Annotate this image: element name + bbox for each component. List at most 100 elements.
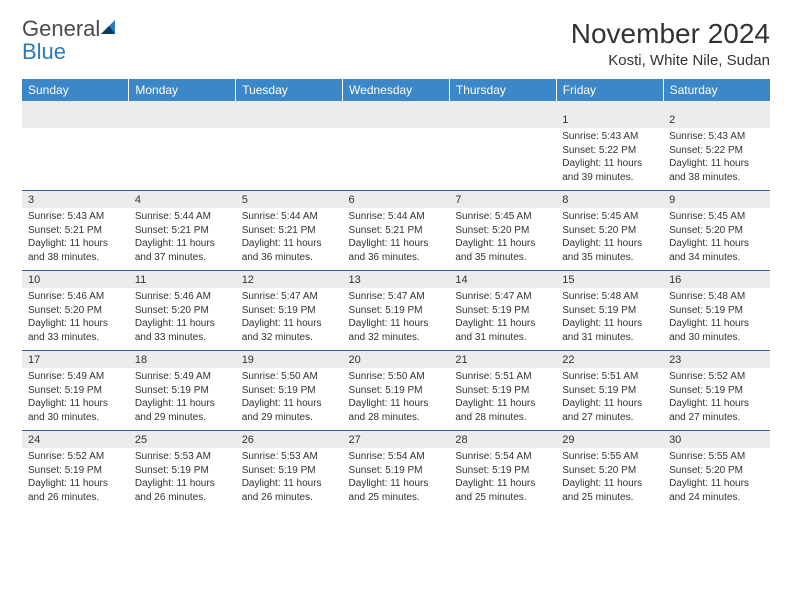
day-info-line: Sunset: 5:19 PM [28,384,123,398]
day-info-line: Sunrise: 5:53 AM [242,450,337,464]
day-number-cell: 18 [129,351,236,369]
day-info-line: and 39 minutes. [562,171,657,185]
day-info-line: Sunrise: 5:52 AM [28,450,123,464]
day-info-line: Sunset: 5:19 PM [455,384,550,398]
content-row: Sunrise: 5:52 AMSunset: 5:19 PMDaylight:… [22,448,770,510]
day-info-line: Daylight: 11 hours [669,157,764,171]
day-info-line: Sunset: 5:19 PM [455,464,550,478]
day-content-cell: Sunrise: 5:49 AMSunset: 5:19 PMDaylight:… [129,368,236,431]
day-info-line: Sunset: 5:19 PM [28,464,123,478]
date-row: 17181920212223 [22,351,770,369]
day-content-cell: Sunrise: 5:52 AMSunset: 5:19 PMDaylight:… [22,448,129,510]
day-content-cell: Sunrise: 5:43 AMSunset: 5:21 PMDaylight:… [22,208,129,271]
day-info-line: Sunrise: 5:45 AM [455,210,550,224]
day-content-cell: Sunrise: 5:44 AMSunset: 5:21 PMDaylight:… [129,208,236,271]
day-number-cell [236,111,343,128]
day-info-line: Daylight: 11 hours [242,397,337,411]
day-info-line: Sunrise: 5:49 AM [135,370,230,384]
day-number-cell: 27 [343,431,450,449]
day-info-line: and 30 minutes. [28,411,123,425]
day-content-cell: Sunrise: 5:47 AMSunset: 5:19 PMDaylight:… [449,288,556,351]
day-info-line: Sunrise: 5:54 AM [349,450,444,464]
date-row: 24252627282930 [22,431,770,449]
day-info-line: Daylight: 11 hours [562,157,657,171]
day-info-line: and 32 minutes. [349,331,444,345]
logo: General Blue [22,18,121,64]
day-info-line: Daylight: 11 hours [455,237,550,251]
day-info-line: Sunrise: 5:53 AM [135,450,230,464]
logo-text-general: General [22,16,100,41]
day-content-cell: Sunrise: 5:54 AMSunset: 5:19 PMDaylight:… [449,448,556,510]
day-number-cell: 15 [556,271,663,289]
day-content-cell: Sunrise: 5:53 AMSunset: 5:19 PMDaylight:… [236,448,343,510]
day-content-cell: Sunrise: 5:50 AMSunset: 5:19 PMDaylight:… [236,368,343,431]
day-content-cell: Sunrise: 5:51 AMSunset: 5:19 PMDaylight:… [449,368,556,431]
weekday-header: Saturday [663,79,770,101]
day-number-cell: 21 [449,351,556,369]
day-number-cell: 11 [129,271,236,289]
day-info-line: Sunrise: 5:43 AM [28,210,123,224]
day-number-cell: 8 [556,191,663,209]
day-content-cell: Sunrise: 5:49 AMSunset: 5:19 PMDaylight:… [22,368,129,431]
day-info-line: Daylight: 11 hours [28,477,123,491]
day-number-cell: 2 [663,111,770,128]
day-info-line: and 27 minutes. [669,411,764,425]
day-content-cell: Sunrise: 5:51 AMSunset: 5:19 PMDaylight:… [556,368,663,431]
day-info-line: Sunrise: 5:49 AM [28,370,123,384]
day-info-line: Sunrise: 5:51 AM [455,370,550,384]
day-number-cell: 25 [129,431,236,449]
logo-text-blue: Blue [22,39,66,64]
day-info-line: Sunrise: 5:43 AM [562,130,657,144]
day-info-line: and 24 minutes. [669,491,764,505]
day-content-cell: Sunrise: 5:50 AMSunset: 5:19 PMDaylight:… [343,368,450,431]
day-info-line: and 35 minutes. [562,251,657,265]
day-info-line: Sunrise: 5:44 AM [242,210,337,224]
day-info-line: Sunrise: 5:48 AM [669,290,764,304]
day-info-line: Daylight: 11 hours [669,237,764,251]
day-number-cell: 17 [22,351,129,369]
day-info-line: and 26 minutes. [242,491,337,505]
day-info-line: Sunrise: 5:46 AM [135,290,230,304]
day-info-line: Sunset: 5:19 PM [242,384,337,398]
day-info-line: and 35 minutes. [455,251,550,265]
day-info-line: Daylight: 11 hours [455,477,550,491]
day-info-line: and 26 minutes. [28,491,123,505]
day-info-line: Daylight: 11 hours [669,477,764,491]
day-info-line: and 27 minutes. [562,411,657,425]
day-number-cell: 1 [556,111,663,128]
day-number-cell [343,111,450,128]
page: General Blue November 2024 Kosti, White … [0,0,792,528]
day-number-cell: 23 [663,351,770,369]
day-info-line: Daylight: 11 hours [562,237,657,251]
day-number-cell: 4 [129,191,236,209]
day-info-line: Sunset: 5:19 PM [242,304,337,318]
day-info-line: Sunrise: 5:50 AM [242,370,337,384]
day-number-cell: 24 [22,431,129,449]
day-info-line: and 31 minutes. [562,331,657,345]
day-number-cell [22,111,129,128]
day-content-cell: Sunrise: 5:48 AMSunset: 5:19 PMDaylight:… [663,288,770,351]
day-info-line: Sunrise: 5:55 AM [669,450,764,464]
spacer-row [22,101,770,111]
day-info-line: Sunrise: 5:55 AM [562,450,657,464]
day-info-line: and 33 minutes. [135,331,230,345]
day-info-line: Sunset: 5:19 PM [669,384,764,398]
content-row: Sunrise: 5:43 AMSunset: 5:22 PMDaylight:… [22,128,770,191]
day-info-line: Sunset: 5:19 PM [669,304,764,318]
day-number-cell: 5 [236,191,343,209]
day-info-line: Sunrise: 5:52 AM [669,370,764,384]
day-info-line: and 33 minutes. [28,331,123,345]
day-number-cell: 22 [556,351,663,369]
content-row: Sunrise: 5:49 AMSunset: 5:19 PMDaylight:… [22,368,770,431]
weekday-header: Friday [556,79,663,101]
day-info-line: Sunset: 5:19 PM [455,304,550,318]
day-content-cell: Sunrise: 5:54 AMSunset: 5:19 PMDaylight:… [343,448,450,510]
day-content-cell [343,128,450,191]
day-info-line: and 30 minutes. [669,331,764,345]
day-info-line: and 37 minutes. [135,251,230,265]
day-info-line: and 28 minutes. [455,411,550,425]
header: General Blue November 2024 Kosti, White … [22,18,770,69]
weekday-header: Tuesday [236,79,343,101]
day-info-line: Sunset: 5:20 PM [669,464,764,478]
day-content-cell: Sunrise: 5:45 AMSunset: 5:20 PMDaylight:… [663,208,770,271]
